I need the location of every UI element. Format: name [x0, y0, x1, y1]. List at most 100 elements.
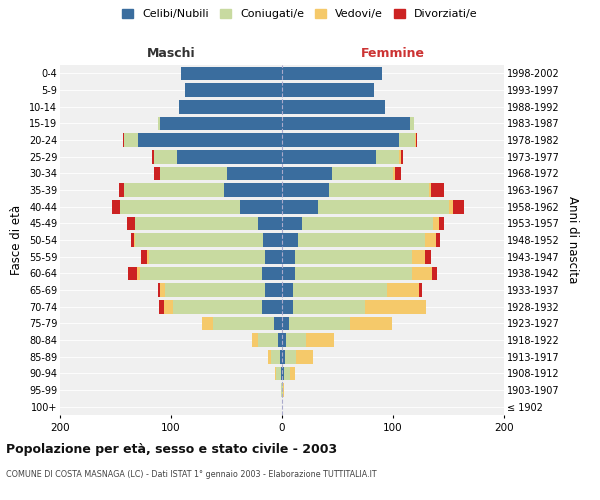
Bar — [136, 233, 263, 247]
Bar — [282, 250, 295, 264]
Bar — [393, 166, 395, 180]
Bar — [134, 233, 136, 247]
Bar — [265, 250, 282, 264]
Bar — [412, 266, 432, 280]
Bar — [179, 100, 282, 114]
Bar — [164, 300, 173, 314]
Bar — [282, 116, 410, 130]
Bar — [213, 316, 274, 330]
Bar — [160, 166, 227, 180]
Bar — [282, 166, 332, 180]
Bar — [120, 200, 240, 213]
Bar — [137, 266, 140, 280]
Bar — [289, 316, 350, 330]
Bar — [112, 200, 120, 213]
Bar — [252, 333, 257, 347]
Bar — [123, 133, 124, 147]
Bar — [154, 166, 160, 180]
Bar — [302, 216, 433, 230]
Bar — [419, 283, 422, 297]
Bar — [271, 350, 280, 364]
Bar — [160, 116, 282, 130]
Bar — [282, 333, 286, 347]
Bar — [431, 183, 444, 197]
Bar — [295, 250, 412, 264]
Text: Popolazione per età, sesso e stato civile - 2003: Popolazione per età, sesso e stato civil… — [6, 442, 337, 456]
Bar — [176, 150, 282, 164]
Bar — [286, 350, 296, 364]
Bar — [415, 133, 416, 147]
Text: COMUNE DI COSTA MASNAGA (LC) - Dati ISTAT 1° gennaio 2003 - Elaborazione TUTTITA: COMUNE DI COSTA MASNAGA (LC) - Dati ISTA… — [6, 470, 377, 479]
Bar — [274, 316, 282, 330]
Bar — [283, 383, 284, 397]
Bar — [332, 166, 393, 180]
Bar — [282, 383, 283, 397]
Bar — [119, 183, 124, 197]
Bar — [282, 150, 376, 164]
Bar — [282, 83, 374, 97]
Bar — [282, 283, 293, 297]
Bar — [298, 233, 425, 247]
Bar — [240, 200, 282, 213]
Bar — [166, 283, 265, 297]
Bar — [280, 350, 282, 364]
Bar — [127, 216, 136, 230]
Bar — [428, 183, 431, 197]
Bar — [128, 266, 137, 280]
Bar — [282, 216, 302, 230]
Bar — [282, 200, 317, 213]
Bar — [317, 200, 449, 213]
Bar — [293, 300, 365, 314]
Text: Maschi: Maschi — [146, 47, 196, 60]
Bar — [410, 116, 414, 130]
Bar — [263, 233, 282, 247]
Bar — [439, 216, 444, 230]
Bar — [425, 250, 431, 264]
Bar — [286, 333, 307, 347]
Bar — [136, 216, 257, 230]
Bar — [158, 116, 160, 130]
Bar — [265, 283, 282, 297]
Bar — [141, 250, 146, 264]
Bar — [268, 350, 271, 364]
Bar — [277, 366, 281, 380]
Bar — [307, 333, 334, 347]
Bar — [202, 316, 213, 330]
Bar — [154, 150, 176, 164]
Bar — [278, 333, 282, 347]
Bar — [425, 233, 436, 247]
Bar — [146, 250, 149, 264]
Bar — [124, 133, 138, 147]
Bar — [181, 66, 282, 80]
Bar — [282, 133, 398, 147]
Bar — [284, 366, 290, 380]
Bar — [436, 233, 440, 247]
Bar — [398, 133, 415, 147]
Bar — [282, 366, 284, 380]
Text: Femmine: Femmine — [361, 47, 425, 60]
Bar — [159, 300, 164, 314]
Bar — [140, 266, 262, 280]
Bar — [395, 166, 401, 180]
Bar — [376, 150, 398, 164]
Bar — [296, 350, 313, 364]
Bar — [398, 150, 401, 164]
Bar — [432, 266, 437, 280]
Bar — [433, 216, 439, 230]
Bar — [173, 300, 262, 314]
Bar — [152, 150, 154, 164]
Y-axis label: Anni di nascita: Anni di nascita — [566, 196, 579, 284]
Bar — [262, 266, 282, 280]
Bar — [149, 250, 265, 264]
Bar — [453, 200, 464, 213]
Bar — [329, 183, 428, 197]
Bar — [224, 183, 282, 197]
Bar — [257, 333, 278, 347]
Bar — [350, 316, 392, 330]
Bar — [401, 150, 403, 164]
Bar — [262, 300, 282, 314]
Bar — [124, 183, 224, 197]
Bar — [388, 283, 419, 297]
Bar — [282, 66, 382, 80]
Legend: Celibi/Nubili, Coniugati/e, Vedovi/e, Divorziati/e: Celibi/Nubili, Coniugati/e, Vedovi/e, Di… — [119, 6, 481, 22]
